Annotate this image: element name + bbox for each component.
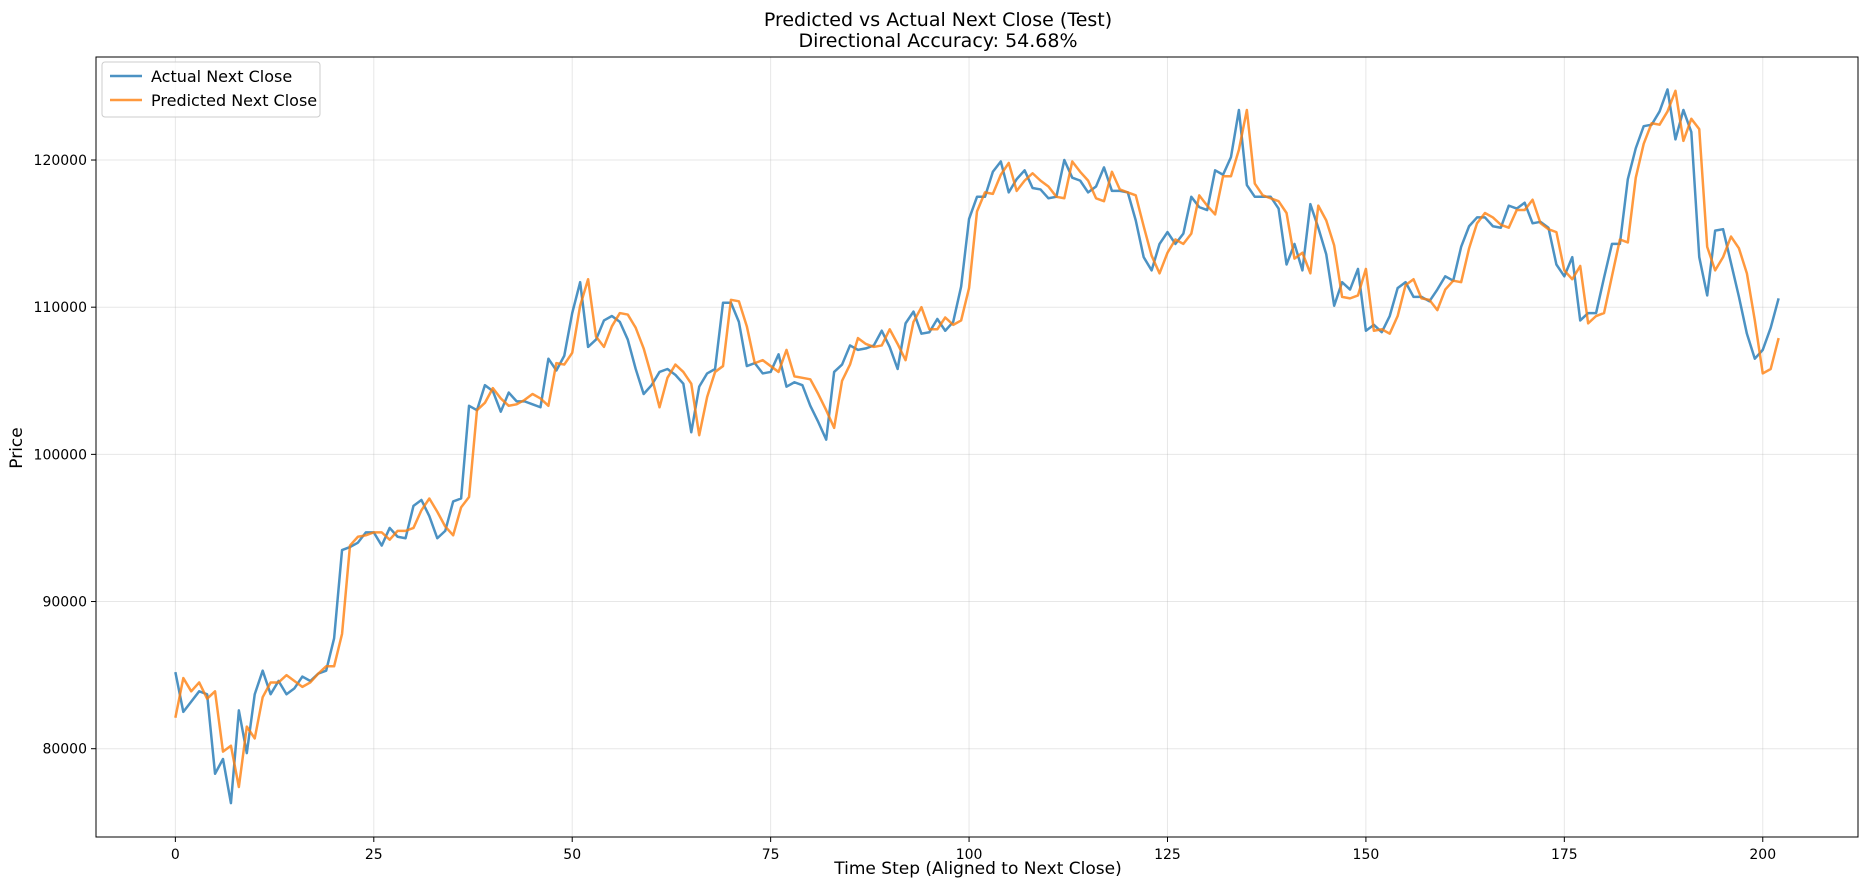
x-tick-label: 50: [563, 847, 581, 863]
x-tick-label: 0: [171, 847, 180, 863]
plot-frame: [95, 56, 1859, 838]
x-tick-label: 150: [1353, 847, 1380, 863]
series-line-0: [174, 88, 1780, 805]
series-line-1: [174, 89, 1780, 789]
x-axis-label: Time Step (Aligned to Next Close): [833, 859, 1121, 879]
ticks: 0 25 50 75 100 125 150 175 200 80000 90000 100000 11…: [34, 153, 1777, 863]
chart-subtitle: Directional Accuracy: 54.68%: [798, 30, 1077, 52]
y-tick-label: 110000: [34, 300, 87, 316]
x-tick-label: 75: [762, 847, 780, 863]
y-tick-label: 120000: [34, 153, 87, 169]
chart-title: Predicted vs Actual Next Close (Test): [764, 9, 1112, 31]
legend: Actual Next Close Predicted Next Close: [101, 61, 321, 118]
y-tick-label: 90000: [42, 595, 87, 611]
legend-label-actual: Actual Next Close: [151, 67, 292, 86]
x-tick-label: 100: [956, 847, 983, 863]
grid: [96, 57, 1858, 837]
y-tick-label: 100000: [34, 447, 87, 463]
y-axis-label: Price: [7, 427, 27, 468]
x-tick-label: 125: [1154, 847, 1181, 863]
series-lines: [174, 88, 1780, 805]
legend-box: [101, 61, 321, 118]
x-tick-label: 175: [1551, 847, 1578, 863]
x-tick-label: 200: [1749, 847, 1776, 863]
x-tick-label: 25: [365, 847, 383, 863]
y-tick-label: 80000: [42, 742, 87, 758]
legend-label-predicted: Predicted Next Close: [151, 91, 317, 110]
